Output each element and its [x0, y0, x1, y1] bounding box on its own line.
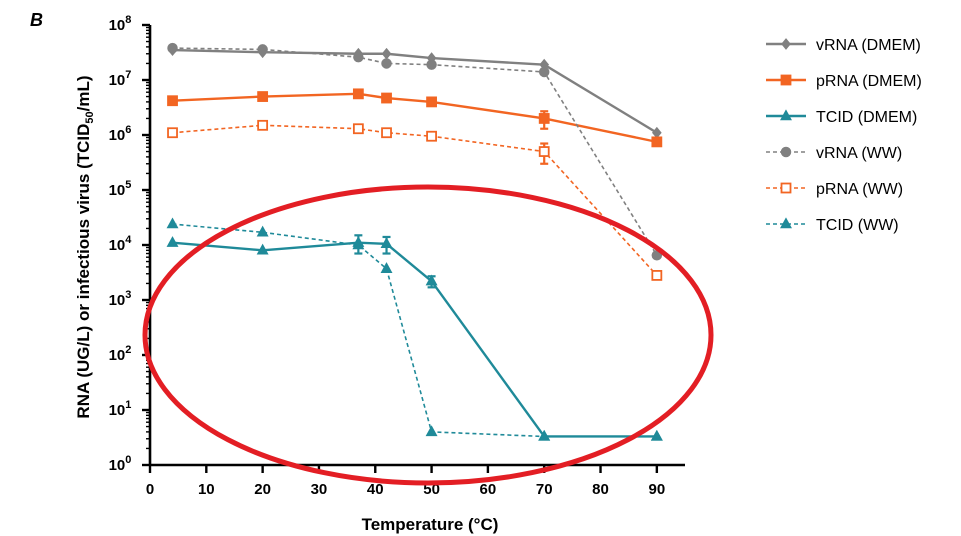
- legend-item: pRNA (DMEM): [766, 73, 922, 90]
- data-point: [425, 274, 438, 286]
- y-tick-label: 102: [109, 344, 132, 364]
- data-point: [256, 243, 269, 255]
- data-point: [381, 92, 392, 104]
- data-point: [256, 225, 269, 237]
- x-tick-label: 10: [198, 481, 215, 498]
- data-point: [426, 59, 437, 70]
- axes: [148, 25, 685, 467]
- data-point: [167, 42, 178, 54]
- x-axis-title: Temperature (°C): [362, 515, 499, 534]
- y-tick-label: 104: [109, 234, 133, 254]
- legend-marker: [780, 182, 792, 194]
- x-tick-label: 90: [648, 481, 665, 498]
- data-point: [352, 238, 365, 250]
- data-point: [352, 88, 364, 100]
- y-tick-label: 105: [109, 179, 132, 199]
- legend-item: TCID (WW): [766, 217, 899, 234]
- legend: vRNA (DMEM) pRNA (DMEM) TCID (DMEM) vRNA (W…: [766, 37, 922, 234]
- legend-marker: [780, 146, 792, 158]
- y-ticks: 100 101 102 103 104 105 106 107 108: [109, 14, 150, 474]
- y-tick-label: 107: [109, 69, 132, 89]
- data-point: [166, 217, 179, 229]
- data-point: [257, 91, 269, 102]
- data-point: [650, 429, 663, 441]
- panel-label: B: [30, 10, 43, 30]
- data-point: [652, 126, 662, 139]
- series-line: [172, 223, 657, 438]
- legend-label: vRNA (WW): [816, 145, 902, 162]
- series-0: [167, 44, 662, 139]
- legend-label: pRNA (DMEM): [816, 73, 922, 90]
- data-point: [257, 119, 269, 131]
- data-point: [166, 236, 179, 247]
- data-point: [167, 95, 178, 107]
- y-tick-label: 106: [109, 124, 132, 144]
- series-5: [166, 217, 663, 441]
- data-point: [651, 270, 663, 281]
- data-point: [352, 123, 364, 135]
- data-point: [381, 47, 392, 60]
- series-line: [172, 92, 658, 144]
- x-tick-label: 40: [367, 481, 384, 498]
- legend-label: TCID (DMEM): [816, 109, 917, 126]
- legend-marker: [781, 38, 791, 50]
- data-point: [381, 58, 392, 69]
- x-tick-label: 30: [311, 481, 328, 498]
- data-point: [353, 51, 364, 63]
- data-point: [538, 113, 550, 124]
- legend-marker: [780, 74, 792, 86]
- data-point: [425, 425, 438, 437]
- data-point: [538, 429, 551, 441]
- legend-marker: [780, 109, 792, 121]
- legend-marker: [780, 217, 792, 229]
- series-2: [166, 234, 663, 441]
- data-point: [538, 146, 550, 157]
- series-line: [172, 124, 658, 276]
- data-point: [651, 136, 663, 148]
- data-point: [257, 44, 268, 55]
- legend-item: vRNA (DMEM): [766, 37, 921, 54]
- y-tick-label: 108: [109, 14, 132, 34]
- legend-label: pRNA (WW): [816, 181, 903, 198]
- data-point: [167, 127, 178, 139]
- data-point: [538, 66, 550, 78]
- y-axis-title: RNA (UG/L) or infectious virus (TCID50/m…: [74, 75, 96, 418]
- series-1: [167, 88, 663, 148]
- series-line: [172, 48, 658, 134]
- series-layer: [166, 42, 663, 441]
- data-point: [380, 237, 393, 249]
- legend-label: TCID (WW): [816, 217, 899, 234]
- x-tick-label: 80: [592, 481, 609, 498]
- data-point: [380, 262, 393, 273]
- series-4: [167, 119, 663, 281]
- x-tick-label: 70: [536, 481, 553, 498]
- data-point: [381, 127, 392, 139]
- legend-item: pRNA (WW): [766, 181, 903, 198]
- x-tick-label: 20: [254, 481, 271, 498]
- legend-item: vRNA (WW): [766, 145, 902, 162]
- y-tick-label: 103: [109, 289, 132, 309]
- y-tick-label: 101: [109, 399, 132, 419]
- data-point: [426, 96, 437, 108]
- x-tick-label: 0: [146, 481, 154, 498]
- x-tick-label: 60: [480, 481, 497, 498]
- series-3: [167, 42, 663, 261]
- annotation-ellipse: [142, 184, 714, 486]
- legend-item: TCID (DMEM): [766, 109, 917, 126]
- legend-label: vRNA (DMEM): [816, 37, 921, 54]
- y-tick-label: 100: [109, 454, 132, 474]
- series-line: [172, 241, 657, 438]
- data-point: [426, 130, 437, 142]
